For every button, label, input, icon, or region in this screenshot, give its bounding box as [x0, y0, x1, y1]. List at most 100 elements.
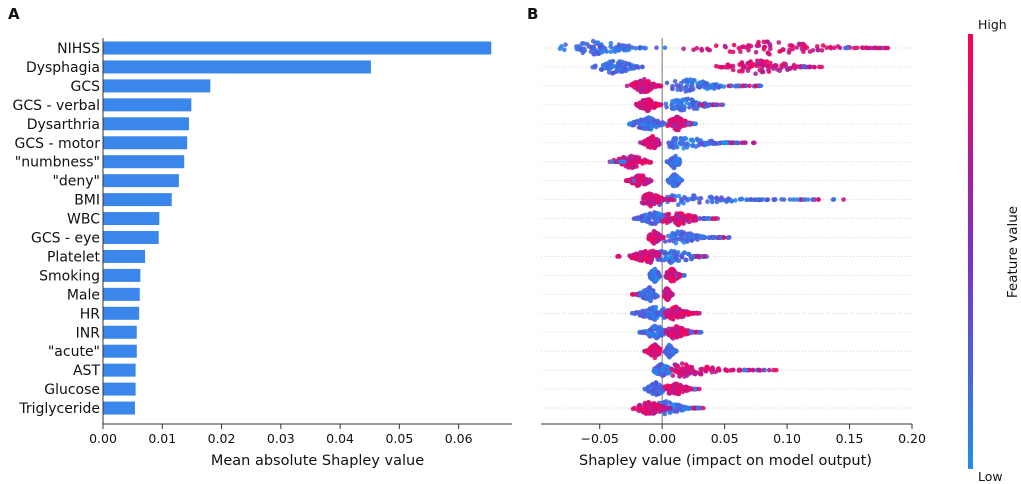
shap-point: [662, 45, 668, 50]
shap-point: [617, 46, 623, 51]
bar-16: [103, 344, 137, 358]
shap-point: [712, 216, 718, 221]
shap-point: [681, 46, 686, 52]
b-x-tick-label-3: 0.10: [773, 431, 801, 446]
beeswarm-row-9: [541, 210, 912, 228]
shap-point: [640, 64, 645, 70]
shap-point: [644, 108, 650, 114]
shap-point: [731, 42, 737, 48]
shap-point: [597, 44, 603, 49]
shap-point: [695, 84, 701, 89]
shap-point: [726, 196, 731, 201]
shap-point: [672, 136, 677, 141]
shap-point: [654, 385, 659, 390]
shap-point: [675, 87, 680, 92]
shap-point: [672, 182, 677, 188]
shap-point: [735, 140, 740, 146]
bar-12: [103, 268, 141, 282]
shap-point: [747, 83, 752, 89]
shap-point: [765, 197, 771, 202]
shap-point: [672, 122, 677, 127]
shap-point: [669, 248, 674, 254]
shap-point: [647, 295, 652, 301]
shap-point: [705, 216, 711, 221]
shap-point: [640, 308, 645, 314]
shap-point: [709, 83, 714, 88]
shap-point: [634, 178, 640, 183]
shap-point: [648, 410, 653, 415]
shap-point: [647, 211, 653, 216]
beeswarm-row-16: [541, 342, 912, 361]
shap-point: [741, 64, 746, 69]
shap-point: [651, 197, 656, 203]
shap-point: [701, 216, 707, 221]
shap-point: [638, 140, 643, 145]
shap-point: [656, 83, 662, 88]
beeswarm-row-19: [541, 399, 912, 417]
shap-point: [663, 254, 668, 260]
bar-1: [103, 60, 371, 74]
shap-point: [860, 45, 866, 51]
shap-point: [675, 306, 681, 312]
shap-point: [626, 164, 631, 170]
shap-point: [650, 233, 655, 239]
shap-point: [651, 145, 656, 150]
shap-point: [646, 259, 652, 265]
shap-point: [832, 45, 837, 50]
bar-label-11: Platelet: [47, 249, 101, 265]
shap-point: [641, 79, 647, 85]
shap-point: [662, 251, 668, 256]
shap-point: [622, 65, 628, 71]
shap-point: [729, 198, 734, 204]
shap-point: [675, 104, 681, 109]
colorbar-gradient: [968, 34, 973, 469]
shap-point: [713, 43, 719, 48]
shap-point: [705, 199, 710, 204]
shap-point: [670, 326, 675, 332]
x-tick-label-2: 0.02: [208, 431, 236, 446]
shap-point: [631, 81, 637, 87]
shap-point: [645, 219, 650, 224]
shap-point: [852, 45, 857, 51]
shap-point: [648, 124, 654, 130]
shap-point: [630, 406, 636, 412]
shap-point: [668, 316, 673, 321]
shap-point: [634, 64, 640, 70]
shap-point: [697, 386, 702, 392]
shap-point: [820, 43, 826, 48]
shap-point: [722, 43, 728, 49]
shap-point: [646, 192, 652, 198]
shap-point: [670, 86, 675, 92]
shap-point: [679, 235, 684, 240]
shap-point: [605, 62, 610, 68]
shap-point: [592, 47, 597, 52]
shap-point: [668, 352, 674, 358]
shap-point: [802, 197, 807, 202]
shap-point: [753, 83, 759, 89]
shap-point: [697, 200, 702, 205]
bar-label-12: Smoking: [39, 268, 100, 284]
shap-point: [712, 235, 718, 240]
shap-point: [647, 160, 652, 165]
shap-point: [671, 164, 676, 169]
bar-label-0: NIHSS: [57, 41, 100, 57]
shap-point: [824, 45, 829, 50]
colorbar-title: Feature value: [1005, 206, 1021, 298]
shap-point: [648, 289, 654, 294]
shap-point: [654, 45, 659, 50]
shap-point: [740, 83, 746, 89]
shap-point: [719, 195, 724, 200]
shap-point: [720, 102, 726, 108]
shap-point: [677, 273, 683, 278]
shap-point: [819, 48, 825, 53]
shap-point: [691, 47, 696, 53]
shap-point: [693, 217, 699, 223]
bar-label-17: AST: [73, 363, 100, 379]
shap-point: [789, 43, 794, 48]
bar-15: [103, 325, 137, 339]
shap-point: [657, 273, 662, 278]
shap-point: [689, 386, 694, 392]
shap-point: [771, 197, 776, 202]
bar-10: [103, 231, 159, 244]
